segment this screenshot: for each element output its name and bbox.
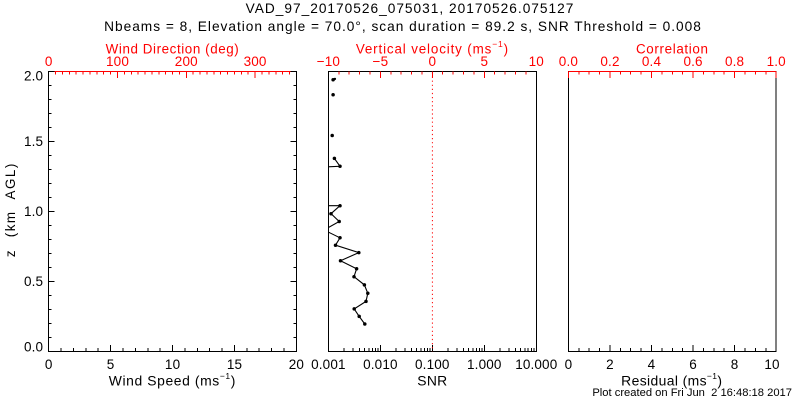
svg-text:8: 8 xyxy=(731,357,739,372)
svg-text:VAD_97_20170526_075031, 201705: VAD_97_20170526_075031, 20170526.075127 xyxy=(246,1,575,16)
svg-text:z (km AGL): z (km AGL) xyxy=(3,162,18,257)
svg-text:2: 2 xyxy=(606,357,614,372)
svg-text:−10: −10 xyxy=(317,54,340,69)
svg-text:10.000: 10.000 xyxy=(515,357,557,372)
svg-text:−5: −5 xyxy=(373,54,389,69)
svg-text:5: 5 xyxy=(107,357,115,372)
svg-text:0: 0 xyxy=(45,54,53,69)
svg-text:0.4: 0.4 xyxy=(642,54,662,69)
svg-text:10: 10 xyxy=(529,54,544,69)
svg-text:10: 10 xyxy=(764,357,779,372)
svg-text:Wind Speed (ms−1): Wind Speed (ms−1) xyxy=(109,371,236,388)
svg-text:Correlation: Correlation xyxy=(636,41,709,56)
svg-text:0: 0 xyxy=(45,357,53,372)
svg-text:0.0: 0.0 xyxy=(559,54,578,69)
svg-text:0: 0 xyxy=(428,54,436,69)
svg-text:0: 0 xyxy=(565,357,573,372)
svg-text:1.000: 1.000 xyxy=(467,357,502,372)
svg-text:0.100: 0.100 xyxy=(415,357,450,372)
svg-text:2.0: 2.0 xyxy=(24,68,43,83)
svg-text:1.0: 1.0 xyxy=(767,54,786,69)
svg-text:15: 15 xyxy=(227,357,242,372)
svg-text:SNR: SNR xyxy=(417,372,447,388)
svg-text:4: 4 xyxy=(648,357,656,372)
svg-text:Nbeams = 8, Elevation angle =: Nbeams = 8, Elevation angle = 70.0°, sca… xyxy=(104,19,702,34)
svg-text:10: 10 xyxy=(165,357,180,372)
svg-text:100: 100 xyxy=(106,54,129,69)
svg-text:Vertical velocity (ms−1): Vertical velocity (ms−1) xyxy=(356,39,509,56)
svg-text:Plot created on Fri Jun 2 16:: Plot created on Fri Jun 2 16:48:18 2017 xyxy=(592,387,792,399)
svg-text:200: 200 xyxy=(175,54,198,69)
svg-text:1.0: 1.0 xyxy=(24,204,43,219)
svg-text:Residual (ms−1): Residual (ms−1) xyxy=(621,371,722,388)
svg-text:0.6: 0.6 xyxy=(683,54,702,69)
svg-text:0.0: 0.0 xyxy=(24,340,43,355)
svg-text:0.010: 0.010 xyxy=(363,357,398,372)
svg-text:5: 5 xyxy=(480,54,488,69)
svg-text:0.2: 0.2 xyxy=(600,54,619,69)
svg-text:Wind Direction (deg): Wind Direction (deg) xyxy=(106,41,240,56)
svg-text:6: 6 xyxy=(689,357,697,372)
svg-text:0.5: 0.5 xyxy=(24,274,43,289)
svg-text:20: 20 xyxy=(289,357,304,372)
svg-text:0.001: 0.001 xyxy=(311,357,346,372)
svg-text:0.8: 0.8 xyxy=(725,54,744,69)
svg-text:300: 300 xyxy=(244,54,267,69)
svg-text:1.5: 1.5 xyxy=(24,134,43,149)
